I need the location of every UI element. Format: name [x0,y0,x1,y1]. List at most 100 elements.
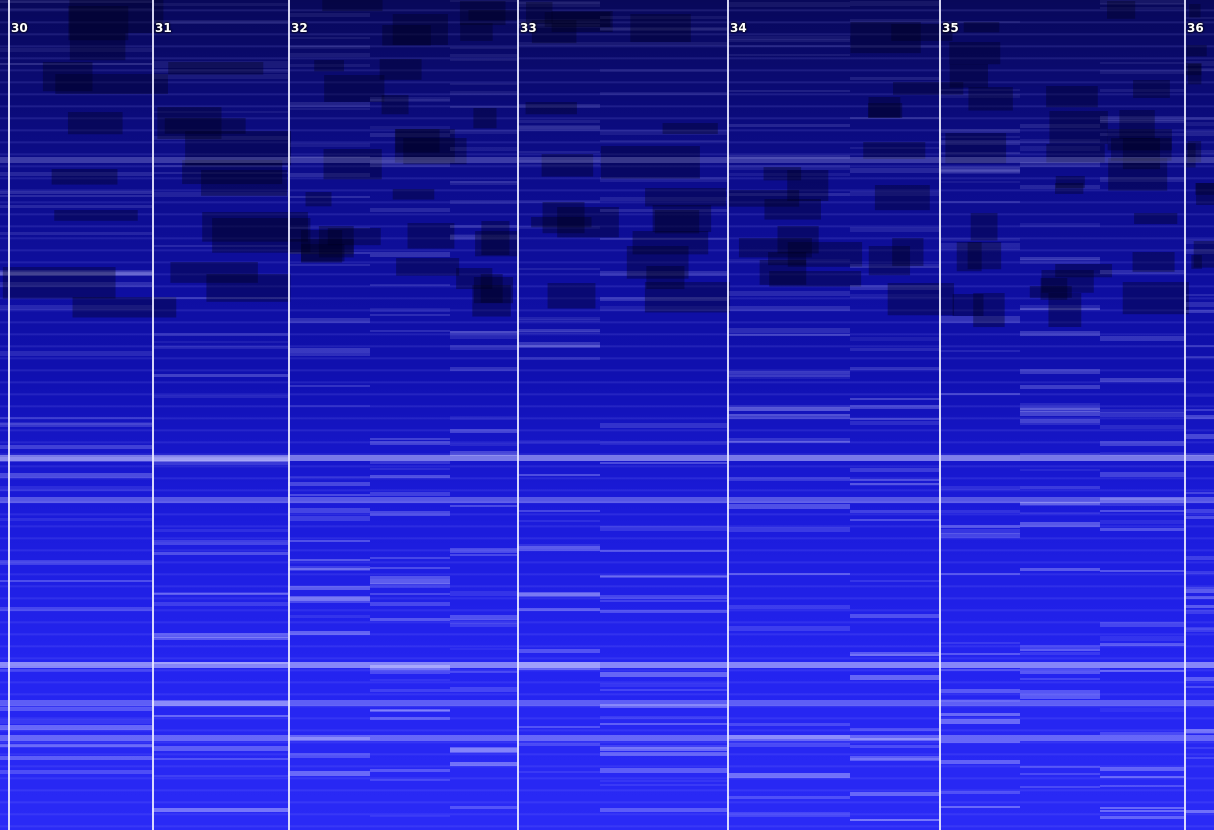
spectral-streak [850,745,939,748]
spectral-streak [450,623,517,627]
spectral-streak [1184,17,1214,19]
spectral-streak [1100,409,1184,413]
spectral-streak [1100,270,1184,274]
dark-patch [891,24,953,41]
dark-patch [1049,111,1108,144]
spectral-streak [0,270,152,275]
spectral-streak [370,438,450,440]
spectral-streak [152,297,288,299]
spectral-streak [517,544,600,549]
spectral-streak [450,671,517,673]
dark-patch [54,210,138,221]
spectral-streak [288,753,370,758]
spectral-streak [517,126,600,131]
dark-patch [1040,278,1068,300]
spectral-streak [370,618,450,621]
dark-patch [525,2,553,24]
spectral-streak [1100,425,1184,429]
spectral-streak [727,54,850,56]
spectral-streak [517,268,600,270]
dark-patch [164,118,246,134]
spectral-streak [600,784,727,786]
spectral-streak [370,475,450,478]
spectral-streak [517,226,600,229]
dark-patch [324,75,385,102]
spectral-streak [288,353,370,356]
spectral-streak [152,602,288,606]
dark-patch [956,242,982,272]
dark-patch [868,97,901,118]
spectral-streak [727,723,850,726]
spectral-streak [850,652,939,656]
spectral-streak [370,126,450,129]
dark-patch [301,244,345,262]
spectral-streak [939,129,1020,133]
spectral-streak [727,405,850,407]
dark-patch [473,277,514,304]
spectral-streak [288,476,370,478]
spectral-streak [727,796,850,799]
spectral-streak [850,418,939,420]
spectral-streak [727,259,850,262]
dark-patch [1196,183,1214,205]
spectral-streak [600,780,727,782]
spectral-streak [1184,356,1214,358]
spectral-streak [152,529,288,532]
spectral-streak [288,405,370,407]
spectral-streak [450,47,517,49]
spectral-streak [450,367,517,371]
spectral-streak [939,169,1020,173]
dark-patch [472,285,511,317]
spectral-streak [939,181,1020,183]
spectral-streak [152,172,288,174]
spectral-streak [1020,652,1100,655]
spectral-streak [600,271,727,276]
spectral-streak [1184,310,1214,313]
spectral-streak [0,423,152,427]
spectral-streak [370,160,450,164]
spectral-streak [370,815,450,817]
harmonic-band [0,455,1214,461]
spectral-streak [288,252,370,254]
spectral-streak [288,737,370,740]
spectral-streak [288,597,370,601]
spectral-streak [0,0,152,3]
spectral-streak [1184,131,1214,136]
dark-patch [1122,282,1189,315]
spectral-streak [1184,492,1214,494]
spectral-streak [727,124,850,127]
spectral-streak [1184,587,1214,589]
spectral-streak [288,559,370,561]
spectral-streak [939,510,1020,513]
spectral-streak [370,97,450,101]
spectral-streak [727,90,850,92]
dark-patch [395,129,440,153]
dark-patch [662,123,718,135]
dark-patch [202,212,308,242]
spectral-streak [517,743,600,746]
spectral-streak [0,756,152,760]
spectral-streak [1100,732,1184,735]
spectral-streak [939,713,1020,716]
spectral-streak [0,272,152,275]
spectral-streak [370,99,450,102]
spectral-streak [1184,596,1214,599]
spectral-streak [939,21,1020,23]
spectral-streak [288,596,370,601]
spectral-streak [1100,441,1184,446]
spectral-streak [850,227,939,232]
spectral-streak [450,591,517,596]
spectral-streak [517,592,600,596]
dark-patch [1191,255,1202,269]
dark-patch [1186,45,1207,57]
dark-patch [887,283,955,316]
spectral-streak [0,305,152,310]
spectral-streak [450,429,517,433]
spectral-streak [1100,378,1184,382]
dark-patch [323,149,382,180]
spectral-streak [727,2,850,7]
spectral-streak [600,745,727,749]
spectral-streak [850,483,939,486]
spectral-streak [517,546,600,551]
dark-patch [206,274,291,302]
